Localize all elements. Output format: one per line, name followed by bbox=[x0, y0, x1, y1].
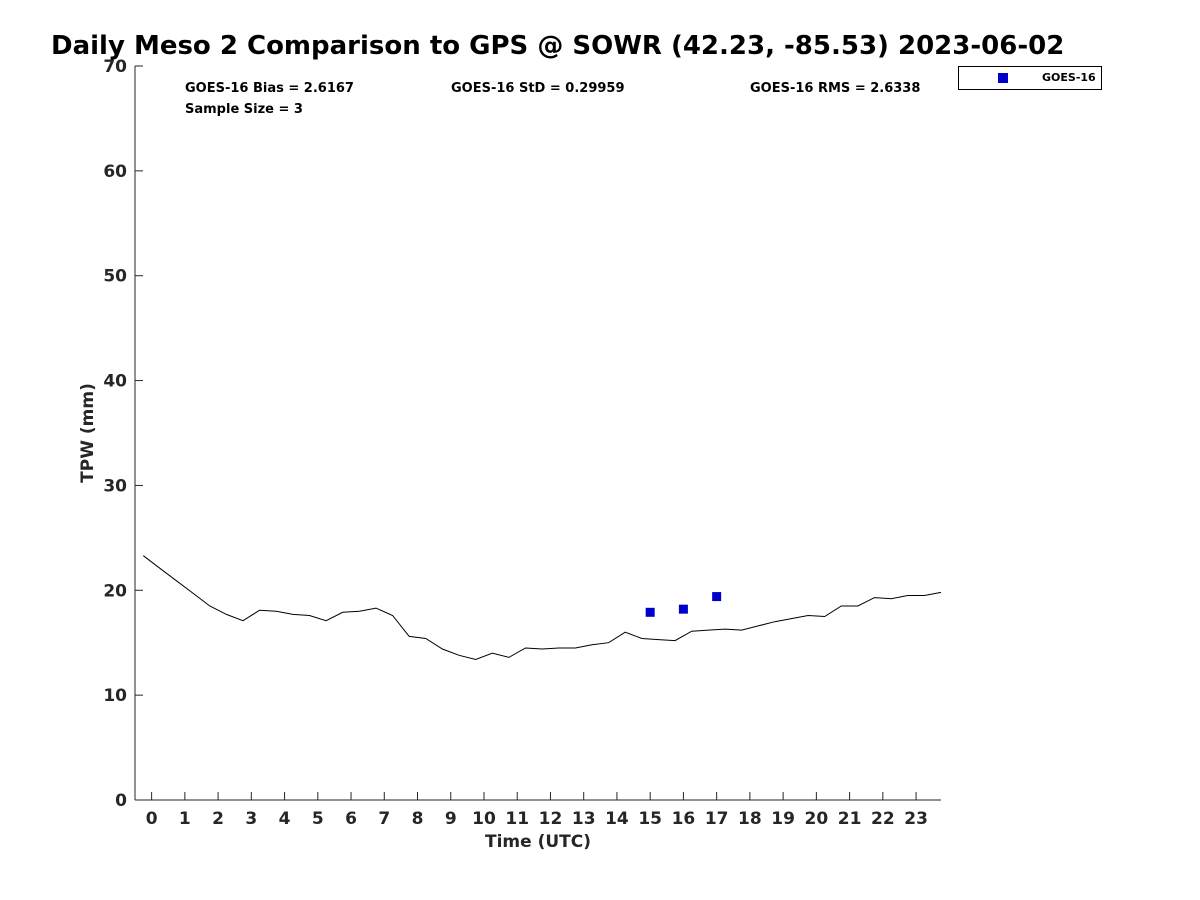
x-tick-label: 14 bbox=[605, 809, 629, 829]
y-axis-label: TPW (mm) bbox=[78, 383, 98, 483]
goes16-point bbox=[678, 604, 688, 614]
x-tick-label: 10 bbox=[472, 809, 496, 829]
x-tick-label: 18 bbox=[738, 809, 762, 829]
goes16-point bbox=[645, 607, 655, 617]
x-tick-label: 2 bbox=[212, 809, 224, 829]
x-axis-label: Time (UTC) bbox=[485, 832, 591, 852]
gps-tpw-line bbox=[142, 555, 942, 661]
x-tick-label: 1 bbox=[179, 809, 191, 829]
y-tick-label: 70 bbox=[103, 57, 127, 77]
x-tick-label: 23 bbox=[904, 809, 928, 829]
sample-size-annotation: Sample Size = 3 bbox=[185, 102, 303, 117]
std-annotation: GOES-16 StD = 0.29959 bbox=[451, 81, 625, 96]
x-tick-label: 17 bbox=[705, 809, 729, 829]
y-tick-label: 10 bbox=[103, 686, 127, 706]
chart-title: Daily Meso 2 Comparison to GPS @ SOWR (4… bbox=[51, 31, 1064, 61]
y-tick-label: 50 bbox=[103, 267, 127, 287]
x-tick-label: 22 bbox=[871, 809, 895, 829]
x-tick-label: 12 bbox=[539, 809, 563, 829]
legend-label: GOES-16 bbox=[1042, 71, 1096, 84]
x-tick-label: 9 bbox=[445, 809, 457, 829]
x-tick-label: 15 bbox=[638, 809, 662, 829]
x-tick-label: 21 bbox=[838, 809, 862, 829]
x-tick-label: 8 bbox=[412, 809, 424, 829]
x-tick-label: 19 bbox=[771, 809, 795, 829]
x-tick-label: 20 bbox=[805, 809, 829, 829]
x-tick-label: 7 bbox=[378, 809, 390, 829]
legend: GOES-16 bbox=[958, 66, 1102, 90]
y-tick-label: 0 bbox=[115, 791, 127, 811]
x-tick-label: 11 bbox=[505, 809, 529, 829]
x-tick-label: 6 bbox=[345, 809, 357, 829]
y-tick-label: 30 bbox=[103, 476, 127, 496]
x-axis: 0 1 2 3 4 5 6 7 8 9 10 11 12 13 14 15 16 17 18 19 20 21 22 23 bbox=[135, 792, 941, 829]
goes16-point bbox=[712, 592, 722, 602]
rms-annotation: GOES-16 RMS = 2.6338 bbox=[750, 81, 920, 96]
x-tick-label: 16 bbox=[672, 809, 696, 829]
y-tick-label: 20 bbox=[103, 581, 127, 601]
x-tick-label: 5 bbox=[312, 809, 324, 829]
y-axis: 0 10 20 30 40 50 60 70 bbox=[103, 57, 143, 811]
y-tick-label: 60 bbox=[103, 162, 127, 182]
legend-marker bbox=[998, 73, 1008, 83]
bias-annotation: GOES-16 Bias = 2.6167 bbox=[185, 81, 354, 96]
x-tick-label: 0 bbox=[146, 809, 158, 829]
y-tick-label: 40 bbox=[103, 372, 127, 392]
x-tick-label: 3 bbox=[245, 809, 257, 829]
legend-box bbox=[958, 66, 1102, 90]
plot-area bbox=[142, 555, 942, 661]
x-tick-label: 13 bbox=[572, 809, 596, 829]
x-tick-label: 4 bbox=[279, 809, 291, 829]
